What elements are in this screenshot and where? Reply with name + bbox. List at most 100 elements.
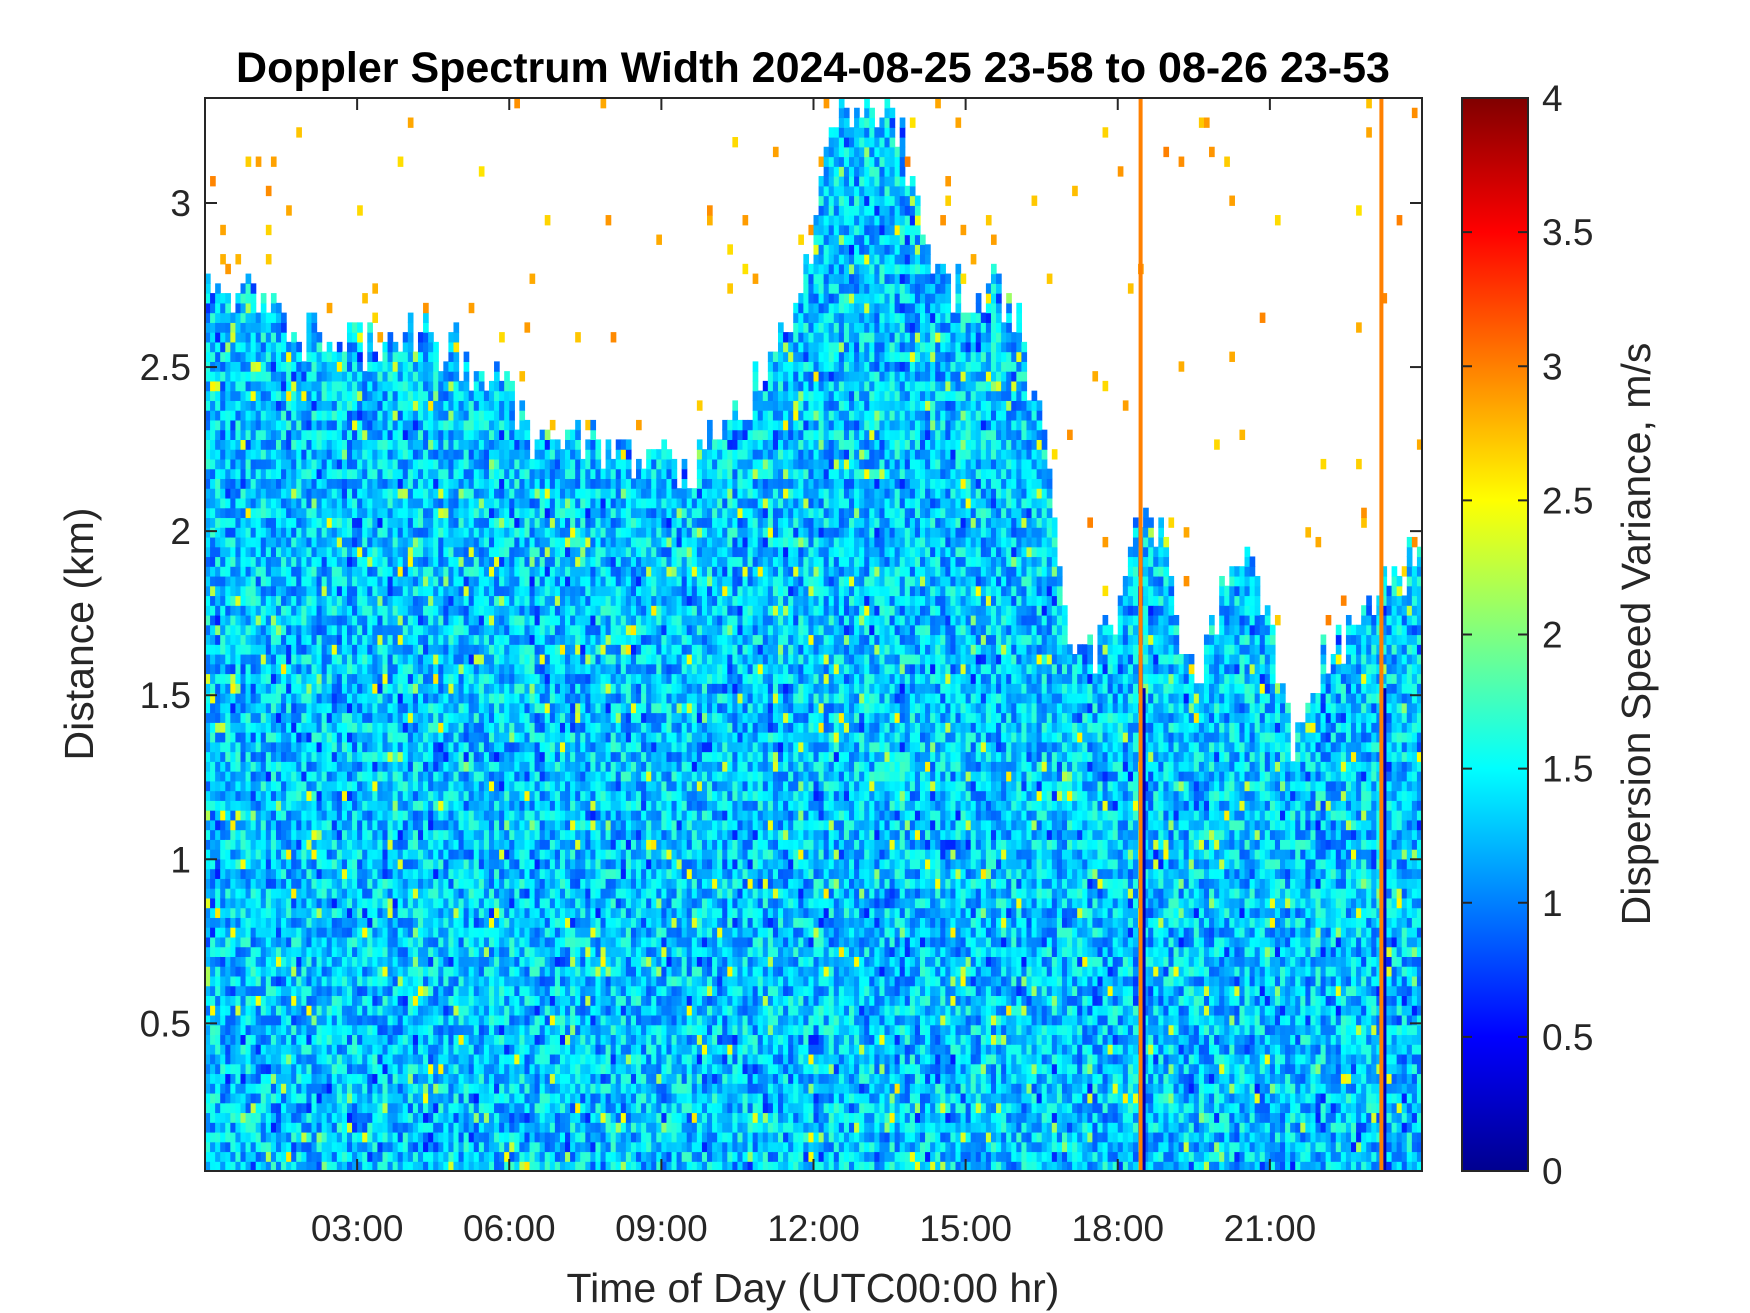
heatmap-cell — [478, 702, 485, 714]
heatmap-cell — [468, 595, 475, 606]
heatmap-cell — [494, 585, 500, 597]
heatmap-cell — [417, 1131, 424, 1143]
heatmap-cell — [488, 732, 495, 743]
heatmap-cell — [438, 849, 444, 860]
heatmap-cell — [423, 946, 429, 957]
heatmap-cell — [402, 488, 409, 499]
heatmap-cell — [275, 888, 282, 899]
heatmap-cell — [311, 829, 318, 840]
heatmap-cell — [448, 985, 455, 997]
heatmap-cell — [407, 751, 414, 762]
heatmap-cell — [210, 497, 216, 509]
heatmap-cell — [235, 654, 242, 665]
heatmap-cell — [286, 1112, 292, 1123]
heatmap-cell — [220, 224, 226, 236]
heatmap-cell — [336, 771, 343, 782]
heatmap-cell — [245, 302, 252, 314]
heatmap-cell — [281, 1063, 287, 1075]
heatmap-cell — [265, 585, 272, 597]
heatmap-cell — [417, 927, 424, 938]
heatmap-cell — [245, 605, 252, 616]
heatmap-cell — [291, 410, 297, 421]
heatmap-cell — [270, 468, 277, 480]
heatmap-cell — [428, 663, 434, 675]
heatmap-cell — [265, 751, 272, 762]
heatmap-cell — [483, 624, 490, 636]
heatmap-cell — [235, 732, 242, 743]
heatmap-cell — [296, 468, 302, 480]
heatmap-cell — [367, 1141, 373, 1153]
heatmap-cell — [240, 458, 247, 470]
heatmap-cell — [362, 1083, 368, 1094]
heatmap-cell — [377, 985, 384, 997]
heatmap-cell — [346, 673, 353, 684]
heatmap-cell — [311, 439, 318, 450]
heatmap-cell — [296, 1102, 302, 1114]
heatmap-cell — [235, 975, 242, 987]
heatmap-cell — [260, 410, 267, 421]
heatmap-cell — [423, 361, 429, 372]
heatmap-cell — [402, 429, 409, 440]
heatmap-cell — [352, 927, 358, 938]
heatmap-cell — [362, 536, 368, 548]
heatmap-cell — [316, 800, 323, 811]
heatmap-cell — [215, 995, 221, 1006]
heatmap-cell — [235, 683, 242, 694]
heatmap-cell — [423, 517, 429, 528]
heatmap-cell — [255, 332, 262, 343]
heatmap-cell — [473, 819, 480, 831]
heatmap-cell — [316, 1122, 323, 1133]
heatmap-cell — [443, 371, 449, 382]
heatmap-cell — [494, 966, 500, 977]
heatmap-cell — [205, 585, 211, 597]
heatmap-cell — [448, 878, 455, 889]
heatmap-cell — [296, 341, 302, 353]
heatmap-cell — [291, 654, 297, 665]
heatmap-cell — [270, 663, 277, 675]
heatmap-cell — [407, 449, 414, 460]
heatmap-cell — [230, 936, 237, 948]
heatmap-cell — [443, 1131, 449, 1143]
heatmap-cell — [331, 361, 338, 372]
heatmap-cell — [306, 800, 313, 811]
heatmap-cell — [316, 663, 323, 675]
heatmap-cell — [250, 536, 257, 548]
heatmap-cell — [407, 761, 414, 772]
heatmap-cell — [260, 419, 267, 431]
heatmap-cell — [215, 429, 221, 440]
heatmap-cell — [296, 458, 302, 470]
heatmap-cell — [407, 780, 414, 792]
heatmap-cell — [326, 1034, 333, 1045]
heatmap-cell — [225, 371, 231, 382]
heatmap-cell — [306, 956, 313, 967]
heatmap-cell — [235, 361, 242, 372]
heatmap-cell — [468, 790, 475, 801]
heatmap-cell — [352, 458, 358, 470]
heatmap-cell — [448, 995, 455, 1006]
heatmap-cell — [377, 1005, 384, 1016]
heatmap-cell — [483, 829, 490, 840]
heatmap-cell — [352, 1131, 358, 1143]
heatmap-cell — [473, 478, 480, 489]
heatmap-cell — [270, 907, 277, 918]
heatmap-cell — [473, 936, 480, 948]
heatmap-cell — [275, 936, 282, 948]
heatmap-cell — [428, 732, 434, 743]
heatmap-cell — [433, 566, 439, 577]
heatmap-cell — [443, 819, 449, 831]
heatmap-cell — [402, 878, 409, 889]
heatmap-cell — [230, 536, 237, 548]
heatmap-cell — [235, 614, 242, 626]
heatmap-cell — [286, 644, 292, 655]
heatmap-cell — [210, 975, 216, 987]
heatmap-cell — [341, 517, 348, 528]
heatmap-cell — [255, 693, 262, 704]
heatmap-cell — [392, 995, 399, 1006]
heatmap-cell — [377, 556, 384, 567]
heatmap-cell — [281, 712, 287, 723]
heatmap-cell — [488, 419, 495, 431]
heatmap-cell — [382, 1073, 389, 1084]
heatmap-cell — [341, 771, 348, 782]
heatmap-cell — [270, 341, 277, 353]
heatmap-cell — [341, 761, 348, 772]
